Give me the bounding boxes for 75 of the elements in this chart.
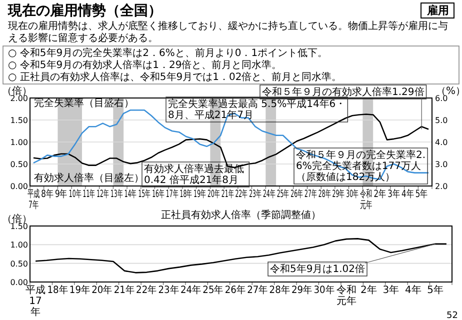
series-label: 有効求人倍率（目盛左） <box>34 172 144 184</box>
x-tick-label: 20年 <box>92 284 113 296</box>
x-tick-label: 28年 <box>269 284 290 296</box>
x-tick-label: 21年 <box>114 284 135 296</box>
x-tick-label: 5年 <box>427 284 444 296</box>
y-tick-label: 0.00 <box>10 182 28 191</box>
y2-tick-label: 4.0 <box>435 138 448 147</box>
x-tick-label: 27年 <box>304 188 317 200</box>
x-tick-label: 22年 <box>136 284 158 296</box>
x-tick-label: 10年 <box>68 188 82 200</box>
y-tick-label: 1.00 <box>10 240 28 250</box>
y2-tick-label: 3.0 <box>435 160 448 169</box>
x-tick-label: 13年 <box>110 188 123 200</box>
x-tick-label: 27年 <box>247 284 268 296</box>
chart-title: 正社員有効求人倍率（季節調整値） <box>161 209 321 221</box>
annotation: 令和5年9月は1.02倍 <box>270 263 365 275</box>
x-tick-label: 8年 <box>41 188 54 200</box>
x-tick-label: 30年 <box>346 188 358 200</box>
x-tick-label: 23年 <box>158 284 180 296</box>
x-tick-label: 2年 <box>374 188 386 200</box>
x-tick-label: 16年 <box>152 188 164 200</box>
annotation: 令和５年９月の有効求人倍率1.29倍 <box>262 86 424 98</box>
x-tick-label: 30年 <box>314 284 335 296</box>
x-tick-label: 14年 <box>124 188 137 200</box>
x-tick-label: 25年 <box>276 188 290 200</box>
x-tick-label: 26年 <box>224 284 246 296</box>
y-tick-label: 0.00 <box>10 278 28 287</box>
text: 雇用 <box>426 4 449 17</box>
x-tick-label: 29年 <box>292 284 313 296</box>
x-tick-label: 2年 <box>360 284 377 296</box>
x-tick-label: 3年 <box>388 188 400 200</box>
x-tick-label: 令和元年 <box>360 187 372 210</box>
x-tick-label: 24年 <box>180 284 202 296</box>
x-tick-label: 28年 <box>318 188 331 200</box>
y-tick-label: 0.50 <box>10 160 28 169</box>
y-tick-label: 1.50 <box>10 116 28 125</box>
text: ○ 正社員の有効求人倍率は、令和5年9月では1．02倍と、前月と同水準。 <box>8 71 342 83</box>
x-tick-label: 22年 <box>235 188 248 200</box>
y2-tick-label: 5.0 <box>435 116 448 125</box>
x-tick-label: 18年 <box>180 188 192 200</box>
x-tick-label: 19年 <box>69 284 91 296</box>
series-label: 完全失業率（目盛右） <box>34 97 134 109</box>
x-tick-label: 12年 <box>96 188 109 200</box>
x-tick-label: 11年 <box>82 188 96 200</box>
x-tick-label: 29年 <box>332 188 345 200</box>
y-tick-label: 0.50 <box>10 259 28 268</box>
x-tick-label: 21年 <box>221 188 234 200</box>
y2-tick-label: 2.0 <box>435 182 448 191</box>
x-tick-label: 平成17年 <box>26 284 46 318</box>
x-tick-label: 26年 <box>290 188 304 200</box>
x-tick-label: 24年 <box>262 188 276 200</box>
text: ○ 令和5年9月の有効求人倍率は1．29倍と、前月と同水準。 <box>8 59 282 71</box>
x-tick-label: 平成7年 <box>28 187 40 210</box>
y-tick-label: 1.50 <box>10 222 28 231</box>
x-tick-label: 25年 <box>202 284 224 296</box>
x-tick-label: 4年 <box>404 284 422 296</box>
line-series <box>34 238 448 274</box>
y-tick-label: 2.00 <box>10 94 28 103</box>
x-tick-label: 17年 <box>166 188 178 200</box>
x-tick-label: 4年 <box>402 188 414 200</box>
y-tick-label: 1.00 <box>10 138 28 147</box>
chart-subtitle: 現在の雇用情勢は、求人が底堅く推移しており、緩やかに持ち直している。物価上昇等が雇用に与える影響に留意する必要がある。 <box>8 20 448 44</box>
x-tick-label: 令和元年 <box>336 284 356 307</box>
x-tick-label: 18年 <box>47 284 68 296</box>
text: ○ 令和5年9月の完全失業率は2．6%と、前月より0．1ポイント低下。 <box>8 47 328 59</box>
x-tick-label: 23年 <box>249 188 262 200</box>
x-tick-label: 20年 <box>208 188 220 200</box>
chart-title: 現在の雇用情勢（全国） <box>7 2 162 19</box>
y2-tick-label: 6.0 <box>435 94 448 103</box>
text: 52 <box>446 311 458 320</box>
x-tick-label: 15年 <box>138 188 151 200</box>
x-tick-label: 5年 <box>415 188 428 200</box>
x-tick-label: 19年 <box>194 188 206 200</box>
x-tick-label: 3年 <box>382 284 400 296</box>
x-tick-label: 9年 <box>54 188 68 200</box>
